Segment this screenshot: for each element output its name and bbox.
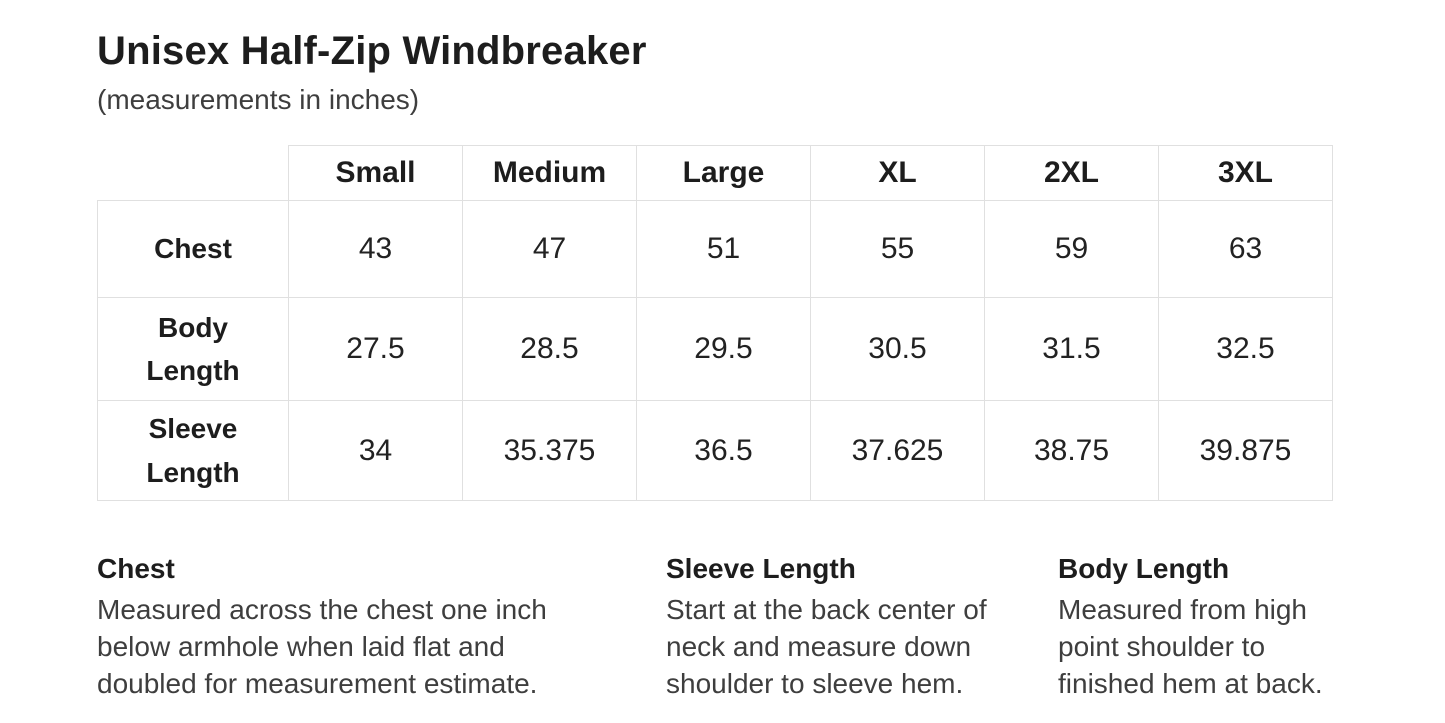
column-header-medium: Medium (462, 145, 637, 202)
cell-body-small: 27.5 (288, 297, 463, 402)
cell-sleeve-large: 36.5 (636, 400, 811, 502)
cell-body-large: 29.5 (636, 297, 811, 402)
table-row-body-length: Body Length 27.5 28.5 29.5 30.5 31.5 32.… (97, 297, 1333, 402)
cell-chest-2xl: 59 (984, 200, 1159, 299)
cell-chest-3xl: 63 (1158, 200, 1333, 299)
cell-body-3xl: 32.5 (1158, 297, 1333, 402)
column-header-small: Small (288, 145, 463, 202)
size-chart-table: Small Medium Large XL 2XL 3XL Chest 43 4… (97, 145, 1333, 502)
cell-sleeve-small: 34 (288, 400, 463, 502)
cell-body-medium: 28.5 (462, 297, 637, 402)
row-label-chest: Chest (97, 200, 289, 299)
cell-sleeve-3xl: 39.875 (1158, 400, 1333, 502)
cell-sleeve-medium: 35.375 (462, 400, 637, 502)
cell-sleeve-xl: 37.625 (810, 400, 985, 502)
cell-chest-small: 43 (288, 200, 463, 299)
definition-chest-heading: Chest (97, 553, 175, 585)
table-row-chest: Chest 43 47 51 55 59 63 (97, 200, 1333, 299)
definition-body-length-text: Measured from high point shoulder to fin… (1058, 594, 1323, 700)
definition-sleeve-length: Sleeve Length Start at the back center o… (666, 554, 1058, 702)
cell-body-2xl: 31.5 (984, 297, 1159, 402)
cell-sleeve-2xl: 38.75 (984, 400, 1159, 502)
definition-chest-text: Measured across the chest one inch below… (97, 594, 547, 700)
column-header-3xl: 3XL (1158, 145, 1333, 202)
measurement-definitions: Chest Measured across the chest one inch… (97, 554, 1445, 702)
row-label-body-length: Body Length (97, 297, 289, 402)
row-label-sleeve-length: Sleeve Length (97, 400, 289, 502)
header-row: Small Medium Large XL 2XL 3XL (97, 145, 1333, 202)
column-header-large: Large (636, 145, 811, 202)
cell-chest-large: 51 (636, 200, 811, 299)
definition-chest: Chest Measured across the chest one inch… (97, 554, 666, 702)
cell-chest-medium: 47 (462, 200, 637, 299)
column-header-xl: XL (810, 145, 985, 202)
cell-body-xl: 30.5 (810, 297, 985, 402)
definition-sleeve-length-text: Start at the back center of neck and mea… (666, 594, 987, 700)
page-subtitle: (measurements in inches) (97, 84, 420, 115)
cell-chest-xl: 55 (810, 200, 985, 299)
size-guide-content: Unisex Half-Zip Windbreaker (measurement… (97, 29, 1445, 702)
page-title: Unisex Half-Zip Windbreaker (97, 29, 647, 73)
corner-cell (97, 145, 289, 202)
table-row-sleeve-length: Sleeve Length 34 35.375 36.5 37.625 38.7… (97, 400, 1333, 502)
definition-sleeve-length-heading: Sleeve Length (666, 553, 856, 585)
definition-body-length-heading: Body Length (1058, 553, 1230, 585)
column-header-2xl: 2XL (984, 145, 1159, 202)
definition-body-length: Body Length Measured from high point sho… (1058, 554, 1388, 702)
